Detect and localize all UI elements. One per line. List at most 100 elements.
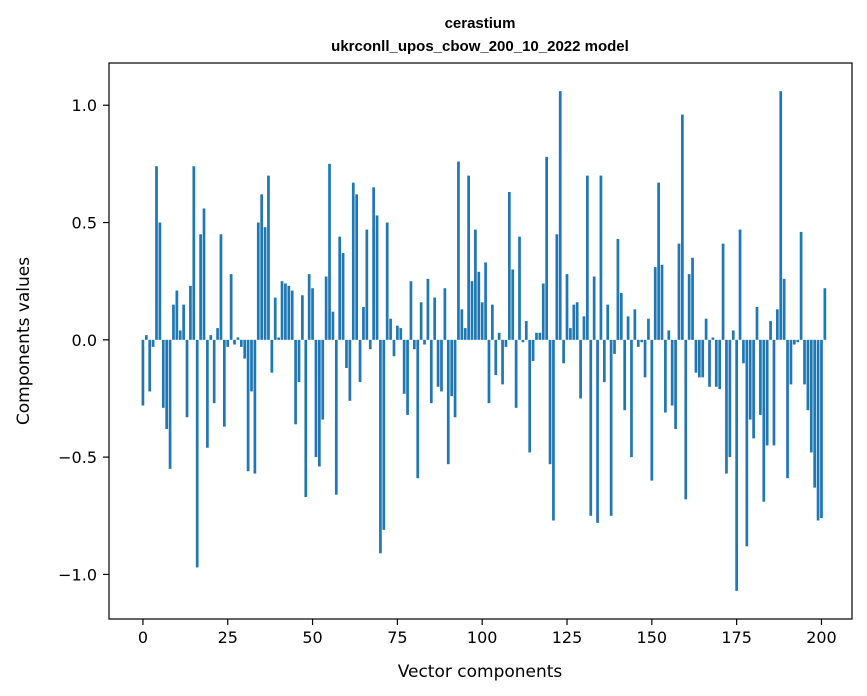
bar-165 xyxy=(701,339,705,378)
bar-141 xyxy=(619,292,623,340)
bar-12 xyxy=(182,304,185,340)
bar-28 xyxy=(236,337,240,340)
bar-138 xyxy=(609,339,613,516)
bar-50 xyxy=(311,288,314,340)
x-tick-label: 175 xyxy=(721,628,752,647)
bar-59 xyxy=(341,253,345,340)
bar-108 xyxy=(507,192,511,340)
y-tick-label: −1.0 xyxy=(58,565,97,584)
bar-153 xyxy=(660,264,664,340)
bar-30 xyxy=(243,339,247,359)
bar-184 xyxy=(765,339,769,446)
bar-45 xyxy=(294,339,297,425)
bar-146 xyxy=(636,339,640,347)
bar-171 xyxy=(721,243,725,340)
bar-77 xyxy=(402,339,406,394)
bar-2 xyxy=(148,339,152,392)
bar-79 xyxy=(409,281,413,340)
bar-96 xyxy=(467,175,470,340)
bar-150 xyxy=(650,339,654,481)
bar-193 xyxy=(796,339,800,343)
bar-148 xyxy=(643,339,647,378)
bar-127 xyxy=(572,304,576,340)
chart-title-line1: cerastium xyxy=(445,15,516,32)
bar-131 xyxy=(586,175,589,340)
bar-20 xyxy=(209,335,213,340)
bar-6 xyxy=(161,339,165,408)
bar-94 xyxy=(460,309,464,340)
bar-190 xyxy=(786,339,789,479)
bar-167 xyxy=(708,339,711,387)
bar-130 xyxy=(582,316,586,340)
bar-163 xyxy=(694,339,698,373)
bar-41 xyxy=(280,281,284,340)
bar-168 xyxy=(711,337,715,340)
bar-123 xyxy=(558,91,562,340)
bar-55 xyxy=(328,163,331,340)
bar-115 xyxy=(531,339,535,361)
bar-31 xyxy=(246,339,250,472)
bar-52 xyxy=(317,339,321,467)
bar-166 xyxy=(704,318,708,340)
bar-180 xyxy=(752,339,755,439)
bar-65 xyxy=(362,306,365,340)
bar-9 xyxy=(172,304,175,340)
bar-71 xyxy=(382,339,386,530)
bar-109 xyxy=(511,269,515,340)
bar-14 xyxy=(189,285,192,340)
bar-80 xyxy=(412,339,416,350)
bar-201 xyxy=(823,288,827,340)
bar-22 xyxy=(216,328,219,340)
bar-100 xyxy=(480,302,484,340)
bar-19 xyxy=(206,339,209,448)
bar-133 xyxy=(592,276,596,340)
bar-18 xyxy=(202,208,206,340)
bar-106 xyxy=(501,339,504,385)
bar-76 xyxy=(399,328,403,340)
bar-187 xyxy=(776,309,779,340)
x-tick-label: 25 xyxy=(218,628,238,647)
bar-161 xyxy=(687,274,691,340)
bar-129 xyxy=(579,339,582,399)
bar-73 xyxy=(389,318,392,340)
bar-51 xyxy=(314,339,318,458)
bar-132 xyxy=(589,339,593,516)
bar-92 xyxy=(453,339,457,418)
bar-62 xyxy=(351,182,355,340)
x-tick-label: 150 xyxy=(637,628,668,647)
bar-17 xyxy=(199,234,202,340)
bar-157 xyxy=(674,339,677,429)
bar-111 xyxy=(518,236,521,340)
bar-191 xyxy=(789,339,793,385)
bar-49 xyxy=(307,274,311,340)
bar-7 xyxy=(165,339,169,429)
bar-198 xyxy=(813,339,817,488)
bar-58 xyxy=(338,236,342,340)
bar-47 xyxy=(301,295,304,340)
bar-200 xyxy=(820,339,823,519)
bar-152 xyxy=(657,182,660,340)
bar-98 xyxy=(474,229,477,340)
bar-125 xyxy=(565,274,569,340)
bar-78 xyxy=(406,339,409,415)
bar-93 xyxy=(457,161,460,340)
bar-25 xyxy=(226,339,230,347)
bar-89 xyxy=(443,288,447,340)
x-tick-label: 75 xyxy=(387,628,407,647)
bar-36 xyxy=(263,227,267,340)
bar-99 xyxy=(477,271,481,340)
bar-10 xyxy=(175,290,179,340)
bar-181 xyxy=(755,306,759,340)
bar-34 xyxy=(256,222,260,340)
x-tick-label: 0 xyxy=(138,628,148,647)
bar-1 xyxy=(144,335,148,340)
bar-178 xyxy=(745,339,749,547)
x-tick-label: 50 xyxy=(302,628,322,647)
bar-110 xyxy=(514,339,518,408)
bar-122 xyxy=(555,234,559,340)
bar-169 xyxy=(714,339,718,387)
y-tick-label: 1.0 xyxy=(72,96,97,115)
bar-0 xyxy=(141,339,145,406)
bar-185 xyxy=(769,321,772,340)
